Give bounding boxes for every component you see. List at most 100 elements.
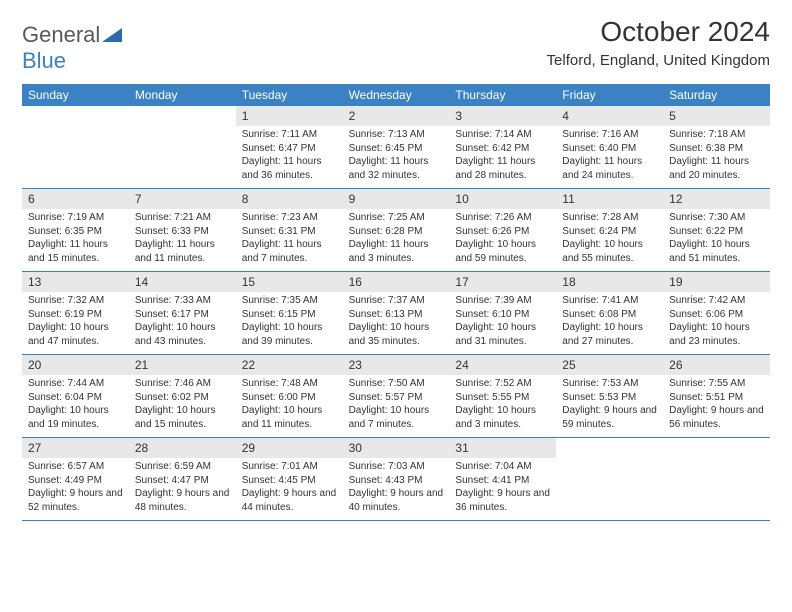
day-cell: 8Sunrise: 7:23 AMSunset: 6:31 PMDaylight…	[236, 189, 343, 271]
day-body: Sunrise: 7:48 AMSunset: 6:00 PMDaylight:…	[236, 375, 343, 435]
week-row: 6Sunrise: 7:19 AMSunset: 6:35 PMDaylight…	[22, 189, 770, 272]
logo: General Blue	[22, 16, 122, 74]
weeks-container: 1Sunrise: 7:11 AMSunset: 6:47 PMDaylight…	[22, 106, 770, 521]
day-body: Sunrise: 7:37 AMSunset: 6:13 PMDaylight:…	[343, 292, 450, 352]
day-body: Sunrise: 7:11 AMSunset: 6:47 PMDaylight:…	[236, 126, 343, 186]
day-cell: 29Sunrise: 7:01 AMSunset: 4:45 PMDayligh…	[236, 438, 343, 520]
day-body: Sunrise: 7:21 AMSunset: 6:33 PMDaylight:…	[129, 209, 236, 269]
empty-cell	[22, 106, 129, 188]
day-number: 21	[129, 355, 236, 375]
dow-cell: Monday	[129, 84, 236, 106]
day-cell: 5Sunrise: 7:18 AMSunset: 6:38 PMDaylight…	[663, 106, 770, 188]
day-body: Sunrise: 7:16 AMSunset: 6:40 PMDaylight:…	[556, 126, 663, 186]
day-body: Sunrise: 7:53 AMSunset: 5:53 PMDaylight:…	[556, 375, 663, 435]
day-number: 30	[343, 438, 450, 458]
day-cell: 27Sunrise: 6:57 AMSunset: 4:49 PMDayligh…	[22, 438, 129, 520]
day-number: 31	[449, 438, 556, 458]
dow-header-row: SundayMondayTuesdayWednesdayThursdayFrid…	[22, 84, 770, 106]
day-cell: 19Sunrise: 7:42 AMSunset: 6:06 PMDayligh…	[663, 272, 770, 354]
day-cell: 30Sunrise: 7:03 AMSunset: 4:43 PMDayligh…	[343, 438, 450, 520]
day-body: Sunrise: 6:57 AMSunset: 4:49 PMDaylight:…	[22, 458, 129, 518]
day-cell: 28Sunrise: 6:59 AMSunset: 4:47 PMDayligh…	[129, 438, 236, 520]
day-number: 24	[449, 355, 556, 375]
logo-word-2: Blue	[22, 48, 66, 73]
day-body: Sunrise: 7:50 AMSunset: 5:57 PMDaylight:…	[343, 375, 450, 435]
dow-cell: Thursday	[449, 84, 556, 106]
day-number: 17	[449, 272, 556, 292]
day-body: Sunrise: 7:26 AMSunset: 6:26 PMDaylight:…	[449, 209, 556, 269]
day-cell: 2Sunrise: 7:13 AMSunset: 6:45 PMDaylight…	[343, 106, 450, 188]
day-number: 16	[343, 272, 450, 292]
day-cell: 12Sunrise: 7:30 AMSunset: 6:22 PMDayligh…	[663, 189, 770, 271]
day-number: 4	[556, 106, 663, 126]
day-cell: 1Sunrise: 7:11 AMSunset: 6:47 PMDaylight…	[236, 106, 343, 188]
day-body: Sunrise: 6:59 AMSunset: 4:47 PMDaylight:…	[129, 458, 236, 518]
day-cell: 25Sunrise: 7:53 AMSunset: 5:53 PMDayligh…	[556, 355, 663, 437]
day-number: 18	[556, 272, 663, 292]
day-number: 26	[663, 355, 770, 375]
week-row: 13Sunrise: 7:32 AMSunset: 6:19 PMDayligh…	[22, 272, 770, 355]
day-body: Sunrise: 7:30 AMSunset: 6:22 PMDaylight:…	[663, 209, 770, 269]
week-row: 20Sunrise: 7:44 AMSunset: 6:04 PMDayligh…	[22, 355, 770, 438]
dow-cell: Tuesday	[236, 84, 343, 106]
logo-word-1: General	[22, 22, 100, 47]
day-body: Sunrise: 7:42 AMSunset: 6:06 PMDaylight:…	[663, 292, 770, 352]
day-number: 2	[343, 106, 450, 126]
day-body: Sunrise: 7:52 AMSunset: 5:55 PMDaylight:…	[449, 375, 556, 435]
day-number: 6	[22, 189, 129, 209]
day-number: 27	[22, 438, 129, 458]
day-number: 19	[663, 272, 770, 292]
day-number: 28	[129, 438, 236, 458]
logo-triangle-icon	[102, 28, 122, 42]
day-number: 13	[22, 272, 129, 292]
day-cell: 31Sunrise: 7:04 AMSunset: 4:41 PMDayligh…	[449, 438, 556, 520]
day-number: 7	[129, 189, 236, 209]
day-number: 22	[236, 355, 343, 375]
day-cell: 20Sunrise: 7:44 AMSunset: 6:04 PMDayligh…	[22, 355, 129, 437]
empty-cell	[129, 106, 236, 188]
day-number: 3	[449, 106, 556, 126]
calendar-page: General Blue October 2024 Telford, Engla…	[0, 0, 792, 537]
week-row: 1Sunrise: 7:11 AMSunset: 6:47 PMDaylight…	[22, 106, 770, 189]
day-cell: 10Sunrise: 7:26 AMSunset: 6:26 PMDayligh…	[449, 189, 556, 271]
dow-cell: Saturday	[663, 84, 770, 106]
day-cell: 4Sunrise: 7:16 AMSunset: 6:40 PMDaylight…	[556, 106, 663, 188]
calendar-grid: SundayMondayTuesdayWednesdayThursdayFrid…	[22, 84, 770, 521]
location-text: Telford, England, United Kingdom	[547, 52, 770, 69]
day-body: Sunrise: 7:01 AMSunset: 4:45 PMDaylight:…	[236, 458, 343, 518]
day-body: Sunrise: 7:33 AMSunset: 6:17 PMDaylight:…	[129, 292, 236, 352]
day-cell: 17Sunrise: 7:39 AMSunset: 6:10 PMDayligh…	[449, 272, 556, 354]
day-body: Sunrise: 7:04 AMSunset: 4:41 PMDaylight:…	[449, 458, 556, 518]
empty-cell	[663, 438, 770, 520]
day-number: 20	[22, 355, 129, 375]
day-body: Sunrise: 7:19 AMSunset: 6:35 PMDaylight:…	[22, 209, 129, 269]
day-number: 5	[663, 106, 770, 126]
day-body: Sunrise: 7:18 AMSunset: 6:38 PMDaylight:…	[663, 126, 770, 186]
day-number: 11	[556, 189, 663, 209]
day-number: 9	[343, 189, 450, 209]
day-body: Sunrise: 7:46 AMSunset: 6:02 PMDaylight:…	[129, 375, 236, 435]
day-body: Sunrise: 7:13 AMSunset: 6:45 PMDaylight:…	[343, 126, 450, 186]
week-row: 27Sunrise: 6:57 AMSunset: 4:49 PMDayligh…	[22, 438, 770, 521]
day-cell: 18Sunrise: 7:41 AMSunset: 6:08 PMDayligh…	[556, 272, 663, 354]
logo-text: General Blue	[22, 22, 122, 74]
day-body: Sunrise: 7:14 AMSunset: 6:42 PMDaylight:…	[449, 126, 556, 186]
day-body: Sunrise: 7:03 AMSunset: 4:43 PMDaylight:…	[343, 458, 450, 518]
day-number: 10	[449, 189, 556, 209]
day-body: Sunrise: 7:39 AMSunset: 6:10 PMDaylight:…	[449, 292, 556, 352]
day-cell: 15Sunrise: 7:35 AMSunset: 6:15 PMDayligh…	[236, 272, 343, 354]
title-block: October 2024 Telford, England, United Ki…	[547, 16, 770, 69]
dow-cell: Wednesday	[343, 84, 450, 106]
dow-cell: Sunday	[22, 84, 129, 106]
day-number: 29	[236, 438, 343, 458]
dow-cell: Friday	[556, 84, 663, 106]
day-body: Sunrise: 7:25 AMSunset: 6:28 PMDaylight:…	[343, 209, 450, 269]
day-cell: 21Sunrise: 7:46 AMSunset: 6:02 PMDayligh…	[129, 355, 236, 437]
page-title: October 2024	[547, 16, 770, 48]
day-cell: 14Sunrise: 7:33 AMSunset: 6:17 PMDayligh…	[129, 272, 236, 354]
day-number: 1	[236, 106, 343, 126]
day-cell: 16Sunrise: 7:37 AMSunset: 6:13 PMDayligh…	[343, 272, 450, 354]
day-body: Sunrise: 7:55 AMSunset: 5:51 PMDaylight:…	[663, 375, 770, 435]
day-cell: 6Sunrise: 7:19 AMSunset: 6:35 PMDaylight…	[22, 189, 129, 271]
day-number: 14	[129, 272, 236, 292]
